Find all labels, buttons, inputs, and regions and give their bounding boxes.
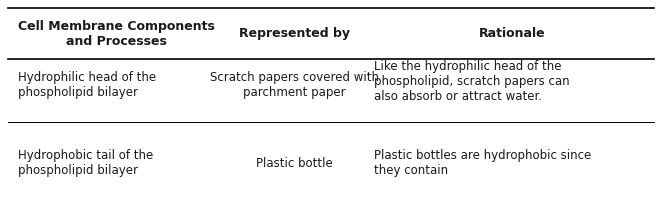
Text: Like the hydrophilic head of the
phospholipid, scratch papers can
also absorb or: Like the hydrophilic head of the phospho… <box>374 60 569 103</box>
Text: Plastic bottle: Plastic bottle <box>256 156 333 169</box>
Text: Represented by: Represented by <box>239 27 350 40</box>
Text: Hydrophilic head of the
phospholipid bilayer: Hydrophilic head of the phospholipid bil… <box>18 71 156 99</box>
Text: Cell Membrane Components
and Processes: Cell Membrane Components and Processes <box>18 20 214 47</box>
Text: Hydrophobic tail of the
phospholipid bilayer: Hydrophobic tail of the phospholipid bil… <box>18 149 153 177</box>
Text: Plastic bottles are hydrophobic since
they contain: Plastic bottles are hydrophobic since th… <box>374 149 591 177</box>
Text: Scratch papers covered with
parchment paper: Scratch papers covered with parchment pa… <box>211 71 379 99</box>
Text: Rationale: Rationale <box>479 27 545 40</box>
